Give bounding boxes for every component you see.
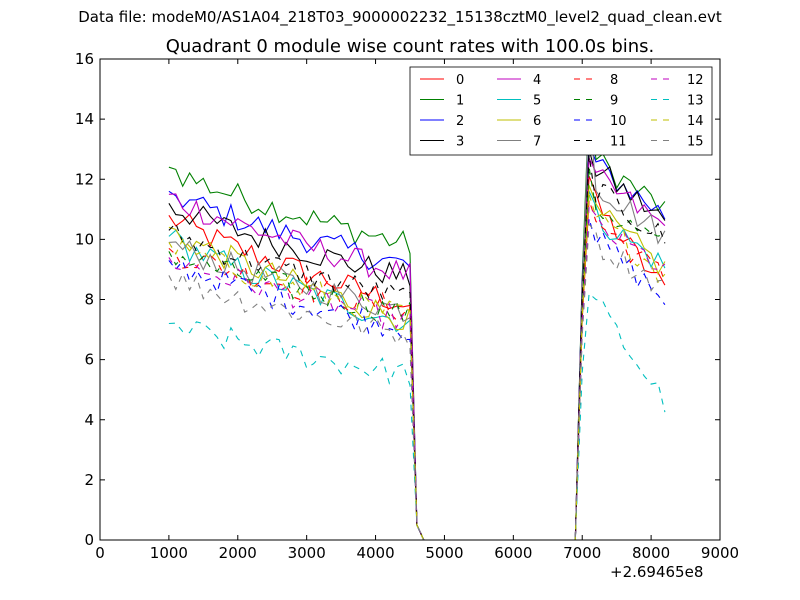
y-tick-label: 10 — [75, 230, 94, 248]
legend-label-15: 15 — [687, 135, 704, 150]
series-line-7 — [168, 104, 666, 540]
legend-label-5: 5 — [533, 94, 541, 109]
legend-label-4: 4 — [533, 73, 541, 88]
series-line-8 — [168, 200, 666, 540]
series-line-6 — [168, 185, 666, 540]
x-tick-label: 7000 — [563, 544, 601, 562]
y-tick-label: 12 — [75, 170, 94, 188]
x-tick-label: 5000 — [425, 544, 463, 562]
x-tick-label: 4000 — [356, 544, 394, 562]
y-tick-label: 16 — [75, 50, 94, 68]
legend-label-9: 9 — [610, 94, 618, 109]
x-tick-label: 9000 — [701, 544, 739, 562]
series-line-13 — [168, 292, 666, 540]
series-line-0 — [168, 175, 666, 540]
legend-box — [409, 66, 713, 156]
legend-label-12: 12 — [687, 73, 704, 88]
legend-label-10: 10 — [610, 114, 627, 129]
series-line-11 — [168, 155, 666, 540]
legend-label-1: 1 — [456, 94, 464, 109]
legend-label-0: 0 — [456, 73, 464, 88]
figure-suptitle: Data file: modeM0/AS1A04_218T03_90000022… — [78, 8, 722, 26]
y-tick-label: 14 — [75, 110, 94, 128]
series-line-1 — [168, 101, 666, 540]
series-line-3 — [168, 149, 666, 540]
y-tick-label: 8 — [84, 291, 94, 309]
x-tick-label: 8000 — [632, 544, 670, 562]
series-line-12 — [168, 204, 666, 540]
x-tick-label: 2000 — [219, 544, 257, 562]
y-tick-label: 4 — [84, 411, 94, 429]
legend-label-11: 11 — [610, 135, 627, 150]
x-tick-label: 1000 — [150, 544, 188, 562]
series-line-4 — [168, 156, 666, 540]
x-axis-offset-label: +2.69465e8 — [610, 563, 704, 581]
series-line-10 — [168, 218, 666, 540]
series-line-2 — [168, 143, 666, 540]
x-tick-label: 0 — [95, 544, 105, 562]
legend-label-6: 6 — [533, 114, 541, 129]
series-line-5 — [168, 191, 666, 540]
legend-label-7: 7 — [533, 135, 541, 150]
x-tick-label: 3000 — [288, 544, 326, 562]
legend-label-14: 14 — [687, 114, 704, 129]
legend-label-8: 8 — [610, 73, 618, 88]
legend-label-3: 3 — [456, 135, 464, 150]
y-tick-label: 6 — [84, 351, 94, 369]
y-tick-label: 0 — [84, 531, 94, 549]
x-tick-label: 6000 — [494, 544, 532, 562]
y-tick-label: 2 — [84, 471, 94, 489]
series-group — [168, 101, 666, 540]
chart-title: Quadrant 0 module wise count rates with … — [165, 36, 655, 57]
legend-label-2: 2 — [456, 114, 464, 129]
series-line-14 — [168, 194, 666, 540]
series-line-9 — [168, 167, 666, 540]
legend-label-13: 13 — [687, 94, 704, 109]
